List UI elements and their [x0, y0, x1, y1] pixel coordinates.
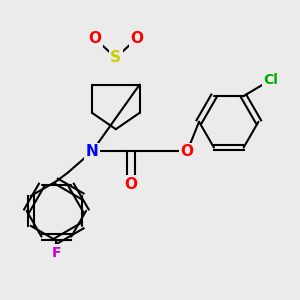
Text: O: O [130, 31, 143, 46]
Text: F: F [52, 245, 61, 260]
Text: S: S [110, 50, 121, 65]
Text: O: O [124, 177, 137, 192]
Text: O: O [88, 31, 101, 46]
Text: N: N [86, 144, 98, 159]
Text: O: O [181, 144, 194, 159]
Text: Cl: Cl [263, 73, 278, 87]
